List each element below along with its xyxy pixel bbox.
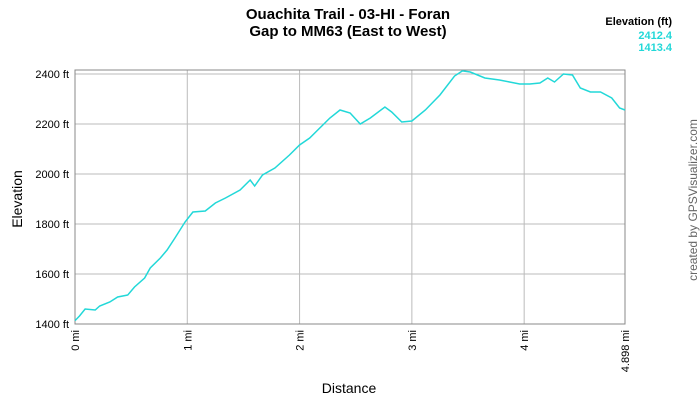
x-tick-label: 1 mi [182, 330, 194, 351]
chart-title: Gap to MM63 (East to West) [249, 23, 446, 40]
y-tick-label: 2000 ft [35, 169, 69, 181]
legend-min: 1413.4 [638, 42, 673, 54]
credit: created by GPSVisualizer.com [686, 119, 700, 281]
x-tick-label: 0 mi [70, 330, 82, 351]
y-tick-label: 2200 ft [35, 119, 69, 131]
plot-area [75, 70, 625, 324]
x-tick-label: 2 mi [295, 330, 307, 351]
chart-title: Ouachita Trail - 03-HI - Foran [246, 6, 450, 23]
x-axis-label: Distance [322, 380, 377, 396]
y-tick-label: 1400 ft [35, 319, 69, 331]
legend-max: 2412.4 [638, 30, 673, 42]
elevation-line [74, 70, 626, 322]
plot-frame [74, 69, 626, 325]
y-tick-label: 1800 ft [35, 219, 69, 231]
x-tick-label: 4 mi [519, 330, 531, 351]
legend-title: Elevation (ft) [605, 16, 672, 28]
y-axis-label: Elevation [9, 170, 25, 228]
y-tick-label: 1600 ft [35, 269, 69, 281]
y-tick-label: 2400 ft [35, 69, 69, 81]
x-tick-label: 3 mi [407, 330, 419, 351]
x-tick-label: 4.898 mi [620, 330, 632, 372]
